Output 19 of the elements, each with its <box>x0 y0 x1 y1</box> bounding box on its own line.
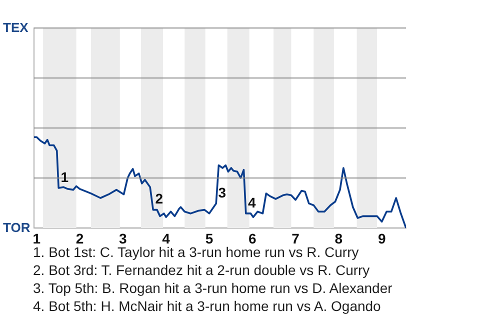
x-tick-label: 7 <box>292 230 300 246</box>
x-tick-label: 6 <box>248 230 256 246</box>
x-tick-label: 4 <box>162 230 170 246</box>
annotation: 3 <box>218 184 226 200</box>
text: 3. Top 5th: B. Rogan hit a 3-run home run vs D. Alexander <box>33 279 392 297</box>
annotation: 1 <box>60 168 69 185</box>
text: TOR <box>3 220 30 236</box>
x-tick-label: 9 <box>378 230 386 246</box>
x-tick-label: 8 <box>334 230 343 246</box>
x-tick-label: 1 <box>32 230 41 246</box>
x-tick-label: 3 <box>119 230 127 246</box>
x-tick-label: 2 <box>76 230 84 246</box>
x-tick-label: 5 <box>205 230 214 246</box>
text: 1. Bot 1st: C. Taylor hit a 3-run home run vs R. Curry <box>33 244 359 260</box>
annotation: 2 <box>155 190 164 207</box>
text: 2. Bot 3rd: T. Fernandez hit a 2-run double vs R. Curry <box>33 261 371 279</box>
text: TEX <box>3 20 28 36</box>
text: 4. Bot 5th: H. McNair hit a 3-run home run vs A. Ogando <box>33 297 382 315</box>
annotation: 4 <box>248 194 256 210</box>
